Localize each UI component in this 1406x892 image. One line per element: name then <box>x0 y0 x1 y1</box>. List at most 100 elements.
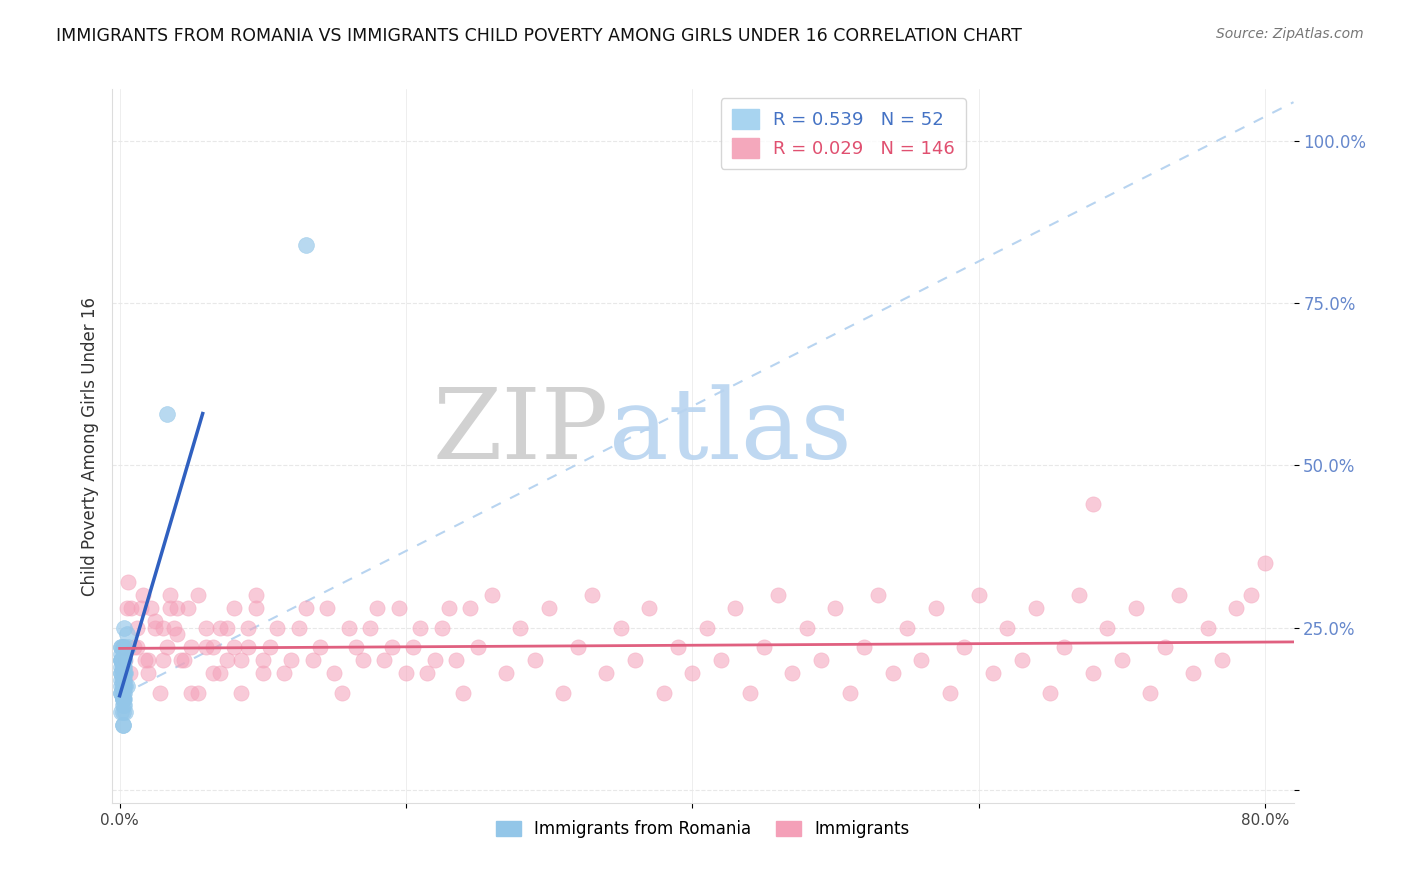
Point <box>402 640 425 654</box>
Point <box>910 653 932 667</box>
Point <box>252 666 274 681</box>
Point <box>953 640 976 654</box>
Point <box>810 653 832 667</box>
Point <box>1153 640 1175 654</box>
Point <box>136 653 159 667</box>
Point <box>112 653 135 667</box>
Point <box>194 621 217 635</box>
Point <box>112 666 135 681</box>
Point <box>114 666 136 681</box>
Point <box>110 673 132 687</box>
Point <box>111 659 134 673</box>
Point <box>110 705 132 719</box>
Point <box>112 679 135 693</box>
Point <box>373 653 395 667</box>
Point <box>523 653 546 667</box>
Point <box>110 640 132 654</box>
Point <box>111 659 134 673</box>
Point <box>159 601 181 615</box>
Point <box>112 647 135 661</box>
Point <box>111 718 134 732</box>
Point <box>939 685 962 699</box>
Point <box>238 621 260 635</box>
Point <box>1111 653 1133 667</box>
Point <box>145 621 167 635</box>
Text: ZIP: ZIP <box>432 384 609 480</box>
Point <box>796 621 818 635</box>
Point <box>381 640 404 654</box>
Point <box>120 601 142 615</box>
Point <box>738 685 761 699</box>
Legend: Immigrants from Romania, Immigrants: Immigrants from Romania, Immigrants <box>489 814 917 845</box>
Point <box>538 601 561 615</box>
Text: IMMIGRANTS FROM ROMANIA VS IMMIGRANTS CHILD POVERTY AMONG GIRLS UNDER 16 CORRELA: IMMIGRANTS FROM ROMANIA VS IMMIGRANTS CH… <box>56 27 1022 45</box>
Point <box>752 640 775 654</box>
Point <box>595 666 617 681</box>
Point <box>581 588 603 602</box>
Point <box>409 621 432 635</box>
Point <box>766 588 789 602</box>
Point <box>280 653 302 667</box>
Point <box>316 601 339 615</box>
Point <box>388 601 411 615</box>
Point <box>609 621 631 635</box>
Point <box>110 647 132 661</box>
Point <box>1139 685 1161 699</box>
Point <box>838 685 860 699</box>
Point <box>156 407 179 421</box>
Point <box>187 588 209 602</box>
Point <box>215 621 238 635</box>
Point <box>259 640 281 654</box>
Point <box>111 679 134 693</box>
Point <box>114 705 136 719</box>
Point <box>111 673 134 687</box>
Point <box>245 588 267 602</box>
Point <box>1168 588 1191 602</box>
Point <box>1239 588 1261 602</box>
Point <box>273 666 295 681</box>
Point <box>159 588 181 602</box>
Point <box>111 640 134 654</box>
Point <box>110 666 132 681</box>
Point <box>252 653 274 667</box>
Point <box>509 621 531 635</box>
Point <box>981 666 1004 681</box>
Point <box>1254 556 1277 570</box>
Point <box>114 653 136 667</box>
Point <box>330 685 353 699</box>
Point <box>1025 601 1047 615</box>
Point <box>224 601 246 615</box>
Point <box>111 698 134 713</box>
Text: atlas: atlas <box>609 384 851 480</box>
Point <box>166 601 188 615</box>
Point <box>995 621 1018 635</box>
Point <box>110 653 132 667</box>
Point <box>110 653 132 667</box>
Point <box>111 673 134 687</box>
Point <box>323 666 346 681</box>
Text: Source: ZipAtlas.com: Source: ZipAtlas.com <box>1216 27 1364 41</box>
Point <box>187 685 209 699</box>
Point <box>208 621 231 635</box>
Point <box>853 640 876 654</box>
Point <box>224 640 246 654</box>
Point <box>110 685 132 699</box>
Point <box>111 679 134 693</box>
Point <box>451 685 474 699</box>
Point <box>1197 621 1219 635</box>
Point <box>681 666 703 681</box>
Point <box>180 685 202 699</box>
Point <box>896 621 918 635</box>
Point <box>112 698 135 713</box>
Point <box>139 601 162 615</box>
Point <box>782 666 804 681</box>
Point <box>337 621 360 635</box>
Point <box>553 685 575 699</box>
Point <box>145 614 167 628</box>
Point <box>1211 653 1233 667</box>
Point <box>231 685 253 699</box>
Point <box>129 601 152 615</box>
Point <box>112 640 135 654</box>
Point <box>117 640 139 654</box>
Point <box>231 653 253 667</box>
